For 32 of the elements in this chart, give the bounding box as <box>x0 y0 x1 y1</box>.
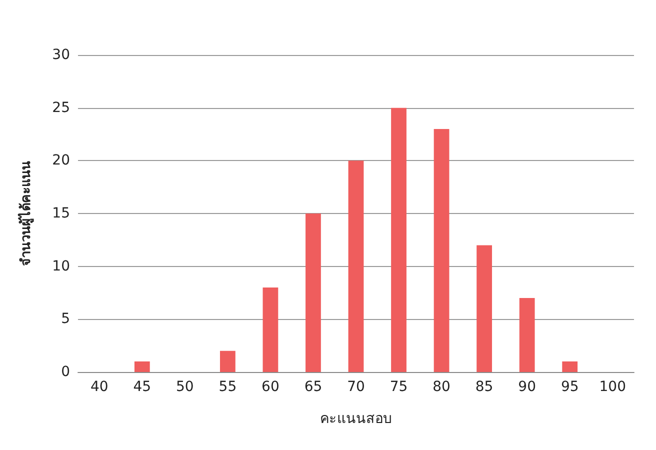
x-tick-label: 75 <box>390 379 408 395</box>
x-tick-label: 50 <box>176 379 194 395</box>
bar <box>391 108 406 372</box>
x-tick-label: 90 <box>518 379 536 395</box>
bar <box>262 287 278 372</box>
x-tick-label: 60 <box>262 379 280 395</box>
x-tick-label: 70 <box>347 379 365 395</box>
y-tick-label: 30 <box>52 47 70 63</box>
x-tick-label: 95 <box>560 379 579 395</box>
bar <box>348 160 364 372</box>
bar <box>220 350 236 372</box>
x-axis-title: คะแนนสอบ <box>320 411 392 427</box>
y-axis-title: จำนวนผู้ได้คะแนน <box>17 161 34 266</box>
x-tick-label: 80 <box>432 379 450 395</box>
y-tick-label: 15 <box>52 206 70 222</box>
x-tick-label: 45 <box>133 379 152 395</box>
bar <box>519 298 535 372</box>
x-tick-label: 55 <box>218 379 237 395</box>
x-tick-label: 100 <box>599 379 626 395</box>
x-tick-label: 40 <box>90 379 108 395</box>
y-tick-label: 25 <box>52 100 70 116</box>
bar <box>134 361 150 372</box>
y-tick-label: 0 <box>61 364 70 380</box>
y-tick-label: 20 <box>52 152 70 169</box>
bar <box>434 128 450 372</box>
bar <box>306 214 321 372</box>
bar <box>562 361 578 372</box>
y-tick-label: 5 <box>61 311 70 328</box>
x-tick-label: 65 <box>304 379 322 395</box>
y-tick-label: 10 <box>52 258 70 274</box>
x-tick-label: 85 <box>475 379 494 395</box>
bar <box>476 245 492 372</box>
